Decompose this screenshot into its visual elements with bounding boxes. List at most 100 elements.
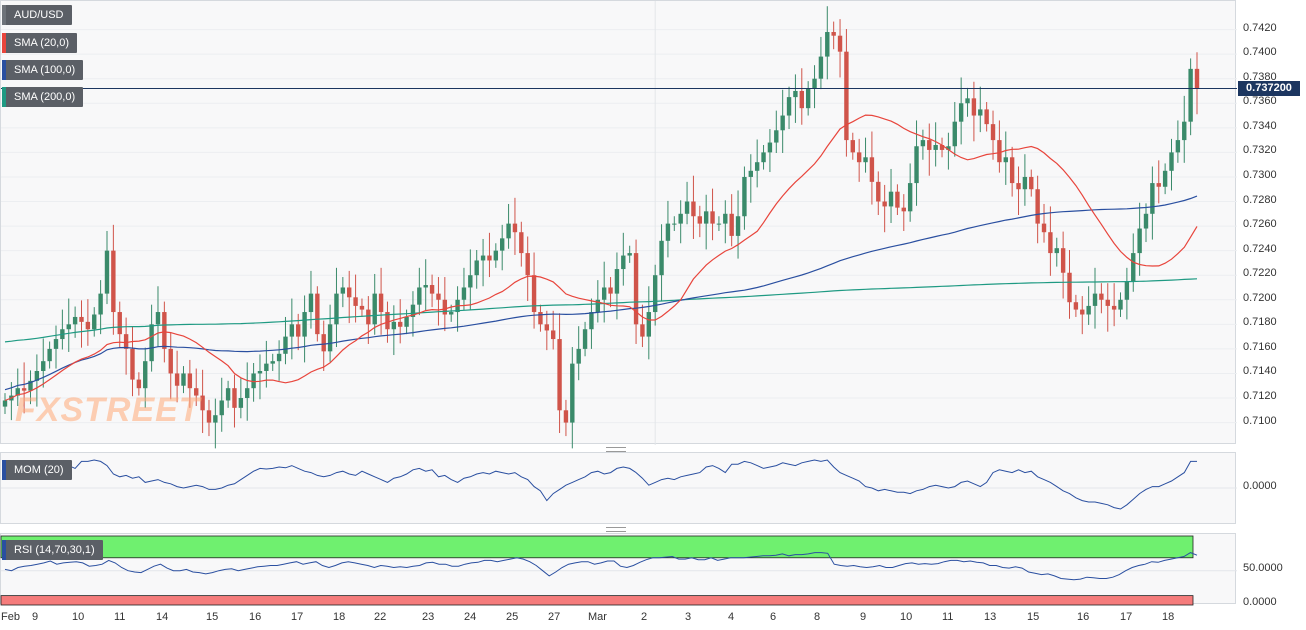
candle-body bbox=[1111, 305, 1117, 310]
candle-body bbox=[85, 321, 91, 330]
candle-body bbox=[939, 145, 945, 150]
candle-body bbox=[232, 388, 237, 408]
candle-body bbox=[710, 211, 715, 224]
candle-body bbox=[41, 361, 46, 371]
candle-body bbox=[920, 140, 926, 147]
date-tick-label: 14 bbox=[156, 611, 169, 623]
price-chart-svg[interactable] bbox=[1, 1, 1237, 449]
candle-body bbox=[213, 415, 218, 423]
candle-body bbox=[1041, 223, 1047, 233]
rsi-legend-tag[interactable]: RSI (14,70,30,1) bbox=[2, 540, 103, 560]
candle-body bbox=[499, 238, 505, 251]
candle-body bbox=[531, 275, 537, 313]
candle-body bbox=[933, 145, 938, 150]
candle-body bbox=[735, 216, 741, 236]
candle-body bbox=[761, 152, 766, 163]
date-axis: Feb 9 10 11 14 15 16 17 18 22 23 24 25 27 Mar 2 3 4 6 8 9 10 1… bbox=[0, 606, 1236, 630]
candle-body bbox=[1150, 183, 1155, 214]
sma20-legend-tag[interactable]: SMA (20,0) bbox=[2, 33, 78, 53]
date-tick-label: Feb bbox=[1, 611, 20, 623]
candle-body bbox=[1029, 176, 1034, 190]
price-tick-label: 0.7360 bbox=[1243, 95, 1277, 108]
candle-body bbox=[15, 388, 20, 396]
candle-body bbox=[327, 324, 333, 352]
date-tick-label: 24 bbox=[464, 611, 477, 623]
candle-body bbox=[1099, 293, 1104, 300]
candle-body bbox=[952, 121, 957, 147]
candle-body bbox=[200, 395, 205, 411]
candle-body bbox=[946, 146, 951, 150]
date-tick-label: 18 bbox=[1162, 611, 1175, 623]
sma200-line bbox=[4, 278, 1198, 343]
candle-body bbox=[117, 312, 122, 335]
candle-body bbox=[302, 312, 307, 337]
sma100-legend-tag[interactable]: SMA (100,0) bbox=[2, 60, 84, 80]
pane-resize-handle-2[interactable] bbox=[606, 527, 626, 532]
pane-resize-handle-1[interactable] bbox=[606, 447, 626, 452]
candle-body bbox=[238, 398, 244, 408]
price-chart-pane[interactable]: FXSTREET bbox=[0, 0, 1237, 449]
rsi-pane[interactable] bbox=[0, 533, 1237, 606]
candle-body bbox=[1022, 176, 1028, 190]
price-tick-label: 0.7400 bbox=[1243, 46, 1277, 59]
candle-body bbox=[563, 410, 569, 423]
price-tick-label: 0.7220 bbox=[1243, 267, 1277, 280]
momentum-pane[interactable] bbox=[0, 452, 1237, 524]
date-tick-label: 15 bbox=[1027, 611, 1040, 623]
candle-body bbox=[487, 255, 492, 261]
symbol-legend-tag[interactable]: AUD/USD bbox=[2, 5, 72, 25]
candle-body bbox=[786, 97, 792, 116]
candle-body bbox=[978, 109, 983, 116]
candle-body bbox=[1169, 152, 1174, 171]
candle-body bbox=[194, 388, 199, 396]
candle-body bbox=[697, 216, 703, 224]
candle-body bbox=[1080, 309, 1085, 315]
candle-body bbox=[703, 211, 709, 224]
candle-body bbox=[601, 287, 607, 300]
candle-body bbox=[1131, 253, 1136, 282]
date-tick-label: 18 bbox=[333, 611, 346, 623]
candle-body bbox=[245, 388, 250, 399]
mom-legend-tag[interactable]: MOM (20) bbox=[2, 460, 72, 480]
candle-body bbox=[347, 287, 352, 298]
candle-body bbox=[818, 56, 824, 79]
candle-body bbox=[28, 380, 33, 391]
candle-body bbox=[627, 253, 632, 256]
candle-body bbox=[793, 90, 798, 98]
candle-body bbox=[1060, 248, 1066, 273]
candle-body bbox=[1035, 189, 1040, 224]
sma200-label: SMA (200,0) bbox=[14, 91, 76, 103]
candle-body bbox=[723, 213, 728, 224]
candle-body bbox=[283, 336, 288, 354]
candle-body bbox=[519, 232, 524, 254]
candle-body bbox=[1054, 248, 1059, 254]
mom-tick-zero: 0.0000 bbox=[1243, 480, 1277, 492]
sma20-label: SMA (20,0) bbox=[14, 37, 70, 49]
price-tick-label: 0.7280 bbox=[1243, 193, 1277, 206]
candle-body bbox=[767, 142, 773, 153]
sma20-line bbox=[4, 114, 1198, 402]
sma20-color-swatch bbox=[2, 33, 6, 53]
date-tick-label: 8 bbox=[814, 611, 821, 623]
candle-body bbox=[111, 250, 116, 313]
candle-body bbox=[404, 316, 409, 327]
candle-body bbox=[780, 115, 785, 131]
candle-body bbox=[589, 312, 594, 330]
candle-body bbox=[570, 363, 575, 423]
candle-body bbox=[72, 316, 78, 325]
price-tick-label: 0.7200 bbox=[1243, 291, 1277, 304]
sma200-legend-tag[interactable]: SMA (200,0) bbox=[2, 87, 84, 107]
candle-body bbox=[474, 260, 479, 276]
candle-body bbox=[410, 304, 416, 317]
sma100-line bbox=[4, 195, 1198, 391]
candle-body bbox=[480, 255, 486, 261]
candle-body bbox=[359, 305, 365, 310]
candle-body bbox=[98, 293, 103, 315]
candle-body bbox=[92, 314, 97, 330]
candle-body bbox=[844, 51, 849, 141]
rsi-tick-50: 50.0000 bbox=[1243, 562, 1283, 574]
candle-body bbox=[614, 269, 620, 294]
candle-body bbox=[850, 140, 855, 153]
candle-body bbox=[181, 373, 186, 386]
rsi-tick-0: 0.0000 bbox=[1243, 596, 1277, 608]
